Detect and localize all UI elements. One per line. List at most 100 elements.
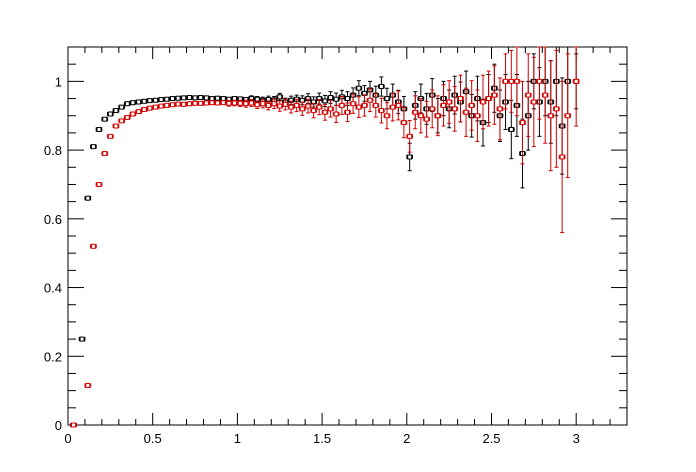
marker xyxy=(277,94,283,100)
data-point xyxy=(225,100,233,107)
data-point xyxy=(536,46,543,120)
data-point xyxy=(276,92,284,101)
marker xyxy=(531,99,537,105)
marker xyxy=(226,100,232,106)
marker xyxy=(480,99,486,105)
marker xyxy=(407,154,413,160)
data-point xyxy=(129,100,137,106)
marker xyxy=(378,108,384,114)
data-point xyxy=(423,100,430,138)
data-point xyxy=(220,100,227,106)
marker xyxy=(446,99,452,105)
data-point xyxy=(174,101,182,107)
data-point xyxy=(174,95,182,101)
marker xyxy=(294,102,300,108)
data-point xyxy=(123,101,131,107)
marker xyxy=(181,95,187,101)
data-point xyxy=(485,70,492,127)
data-point xyxy=(84,195,92,201)
marker xyxy=(175,101,181,107)
marker xyxy=(486,96,492,102)
marker xyxy=(497,106,503,112)
data-point xyxy=(428,89,436,129)
marker xyxy=(401,120,407,126)
data-point xyxy=(321,103,329,121)
marker xyxy=(457,96,463,102)
axis-ticks xyxy=(67,46,628,426)
marker xyxy=(277,103,283,109)
axis-tick-labels: 0 0.5 1 1.5 2 2.5 3 0 0.2 0.4 0.6 0.8 1 xyxy=(44,74,580,446)
data-point xyxy=(242,99,250,108)
data-point xyxy=(366,88,374,113)
data-point xyxy=(152,104,159,110)
marker xyxy=(170,102,176,108)
marker xyxy=(418,113,424,119)
y-tick-label: 0.6 xyxy=(44,212,62,227)
data-point xyxy=(208,96,216,102)
data-point xyxy=(265,100,272,111)
data-point xyxy=(146,98,154,104)
data-point xyxy=(84,382,92,388)
data-point xyxy=(315,99,323,116)
marker xyxy=(130,100,136,106)
data-point xyxy=(507,49,515,113)
marker xyxy=(107,111,113,117)
marker xyxy=(373,102,379,108)
marker xyxy=(198,100,204,106)
data-point xyxy=(90,144,97,150)
marker xyxy=(124,101,130,107)
marker xyxy=(288,104,294,110)
data-point xyxy=(203,95,210,101)
marker xyxy=(141,107,147,113)
data-point xyxy=(214,95,221,101)
data-point xyxy=(513,46,521,117)
marker xyxy=(299,106,305,112)
marker xyxy=(474,113,480,119)
marker xyxy=(102,151,108,157)
marker xyxy=(548,113,554,119)
data-point xyxy=(107,111,114,117)
marker xyxy=(220,96,226,102)
x-tick-label: 0.5 xyxy=(144,431,162,446)
marker xyxy=(395,102,401,108)
data-point xyxy=(344,102,351,123)
marker xyxy=(469,102,475,108)
data-point xyxy=(378,76,385,97)
x-tick-label: 2.5 xyxy=(482,431,500,446)
data-point xyxy=(372,93,380,118)
data-point xyxy=(140,107,148,113)
data-point xyxy=(186,95,193,101)
x-tick-label: 3 xyxy=(573,431,580,446)
data-point xyxy=(236,99,244,107)
marker xyxy=(192,95,198,101)
marker xyxy=(305,103,311,109)
marker xyxy=(508,78,514,84)
data-point xyxy=(169,102,176,108)
marker xyxy=(119,104,125,110)
marker xyxy=(390,104,396,110)
data-point xyxy=(208,100,216,106)
data-point xyxy=(474,89,481,142)
marker xyxy=(265,102,271,108)
data-point xyxy=(394,90,402,121)
marker xyxy=(107,133,113,139)
data-point xyxy=(112,123,120,129)
x-tick-label: 2 xyxy=(403,431,410,446)
marker xyxy=(113,123,119,129)
marker xyxy=(164,102,170,108)
data-point xyxy=(383,102,391,130)
data-point xyxy=(287,95,295,105)
data-point xyxy=(332,104,340,124)
marker xyxy=(130,111,136,117)
data-point xyxy=(519,80,526,165)
marker xyxy=(203,95,209,101)
data-point xyxy=(338,95,346,115)
marker xyxy=(90,243,96,249)
marker xyxy=(141,98,147,104)
data-point xyxy=(304,98,312,114)
data-point xyxy=(457,74,464,123)
y-tick-label: 0.8 xyxy=(44,143,62,158)
data-point xyxy=(191,95,199,101)
